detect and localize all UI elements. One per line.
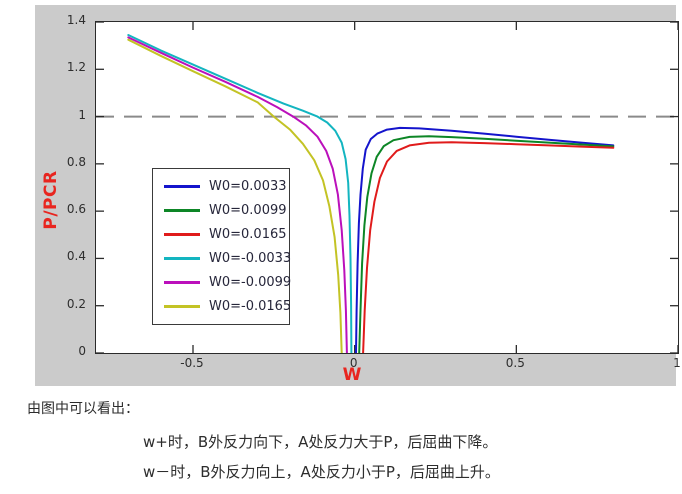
series-curve: [355, 126, 615, 353]
legend-item-label: W0=-0.0099: [209, 275, 292, 291]
x-tick-label: -0.5: [180, 356, 204, 370]
legend-line-swatch: [164, 232, 200, 236]
note-line-positive-w: w+时，B外反力向下，A处反力大于P，后屈曲下降。: [143, 433, 498, 451]
note-heading: 由图中可以看出：: [27, 401, 139, 417]
series-curve: [127, 36, 348, 353]
chart-canvas: [96, 22, 678, 353]
y-tick-label: 1: [78, 107, 86, 122]
y-tick-label: 1.2: [66, 60, 86, 75]
legend-line-swatch: [164, 257, 200, 261]
legend-line-swatch: [164, 184, 200, 188]
series-curve: [127, 38, 343, 353]
legend-item: W0=-0.0099: [164, 272, 292, 294]
legend-line-swatch: [164, 305, 200, 309]
x-tick-label: 0: [349, 356, 358, 370]
y-tick-label: 0.4: [66, 249, 86, 264]
x-axis-label: W: [342, 365, 362, 385]
legend-item-label: W0=-0.0033: [209, 251, 292, 267]
legend-item-label: W0=0.0165: [209, 226, 287, 242]
y-tick-label: 0.8: [66, 154, 86, 169]
legend-item: W0=0.0099: [164, 199, 289, 221]
y-tick-label: 0: [78, 344, 86, 358]
legend-item-label: W0=-0.0165: [209, 299, 292, 315]
legend: W0=0.0033 W0=0.0099 W0=0.0165 W0=-0.0033 W0=…: [152, 168, 292, 325]
legend-item-label: W0=0.0033: [209, 178, 287, 194]
note-line-negative-w: w－时，B外反力向上，A处反力小于P，后屈曲上升。: [143, 463, 500, 481]
series-curve: [362, 141, 615, 353]
legend-line-swatch: [164, 208, 200, 212]
series-curve: [358, 135, 615, 353]
y-tick-label: 0.2: [66, 296, 86, 311]
y-tick-label: 1.4: [66, 13, 86, 27]
x-tick-label: 1: [673, 356, 681, 370]
legend-item: W0=-0.0033: [164, 248, 292, 270]
y-axis-label: P/PCR: [41, 170, 61, 230]
series-curve: [127, 34, 353, 353]
legend-line-swatch: [164, 281, 200, 285]
y-tick-label: 0.6: [66, 202, 86, 217]
legend-item: W0=-0.0165: [164, 296, 292, 318]
legend-item-label: W0=0.0099: [209, 202, 287, 218]
legend-item: W0=0.0033: [164, 175, 289, 197]
legend-item: W0=0.0165: [164, 223, 289, 245]
x-tick-label: 0.5: [505, 356, 525, 370]
